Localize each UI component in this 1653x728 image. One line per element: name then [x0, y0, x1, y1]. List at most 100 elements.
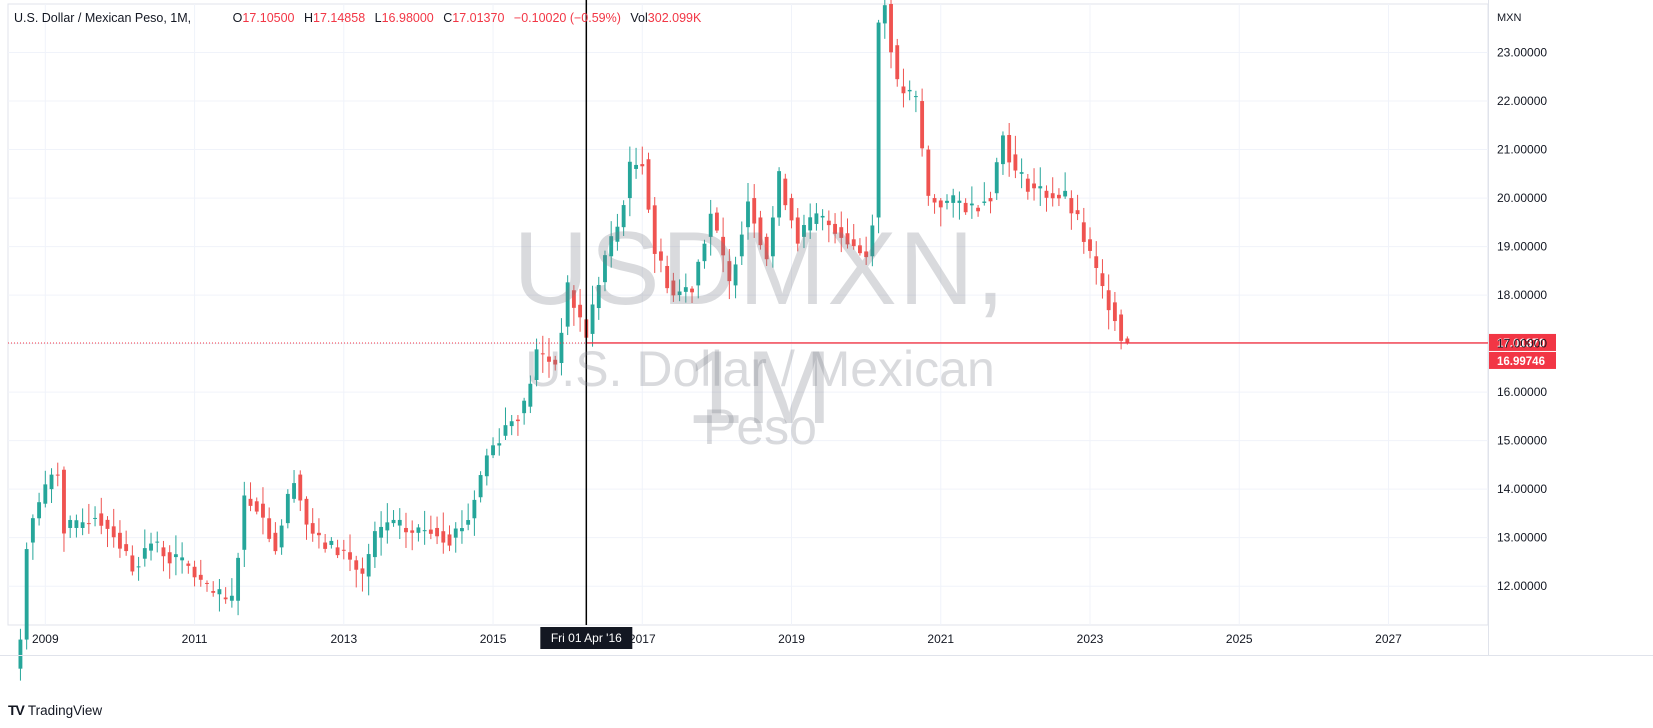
candle-body [285, 493, 290, 524]
candle-body [515, 419, 520, 422]
candle-body [702, 243, 707, 262]
tradingview-logo-icon: TV [8, 702, 25, 718]
candle-body [659, 251, 663, 261]
candle-body [466, 520, 471, 525]
candle-body [229, 595, 234, 601]
candle-body [360, 568, 365, 574]
candle-body [385, 522, 390, 531]
ohlc-legend: U.S. Dollar / Mexican Peso, 1M, O17.1050… [14, 11, 707, 25]
secondary-label: 16.99746 [1497, 356, 1545, 368]
candle-body [397, 519, 402, 526]
candle-body [665, 265, 670, 289]
candle-body [18, 639, 23, 669]
candle-body [1069, 198, 1074, 214]
candle-body [118, 532, 122, 549]
candle-body [808, 217, 813, 231]
candle-body [86, 523, 91, 525]
candle-body [366, 554, 371, 577]
x-tick-label: 2015 [480, 632, 507, 646]
candle-body [752, 198, 757, 224]
candle-body [982, 201, 987, 203]
candle-body [795, 217, 800, 244]
candle-body [99, 513, 104, 526]
candle-body [565, 282, 570, 327]
candle-body [1038, 186, 1043, 189]
y-tick-label: 19.00000 [1497, 240, 1547, 254]
y-tick-label: 21.00000 [1497, 143, 1547, 157]
candle-body [1056, 194, 1061, 199]
candle-body [30, 518, 35, 543]
x-tick-label: 2017 [629, 632, 656, 646]
candle-body [534, 349, 539, 380]
candle-body [696, 261, 701, 286]
candle-body [62, 469, 66, 534]
candle-body [1025, 178, 1030, 192]
candle-body [932, 198, 937, 203]
candle-body [758, 217, 763, 246]
candle-body [938, 200, 943, 208]
candle-body [882, 5, 887, 24]
candle-body [348, 552, 352, 560]
y-tick-label: 13.00000 [1497, 531, 1547, 545]
candle-body [316, 532, 321, 536]
candle-body [441, 531, 446, 543]
y-tick-label: 20.00000 [1497, 191, 1547, 205]
price-label: 17.01370 [1497, 338, 1545, 350]
candle-body [329, 540, 334, 545]
chart-grid [7, 3, 1489, 626]
candle-body [864, 251, 869, 258]
candle-body [416, 527, 421, 533]
legend-open-label: O [232, 11, 243, 25]
legend-symbol[interactable]: U.S. Dollar / Mexican Peso, 1M, [14, 11, 192, 25]
candle-body [422, 530, 427, 532]
candle-body [124, 544, 129, 552]
candle-body [298, 474, 303, 501]
candle-body [640, 164, 645, 167]
candle-body [379, 526, 384, 538]
candle-body [845, 233, 850, 245]
candle-body [410, 530, 415, 533]
x-tick-label: 2011 [182, 632, 208, 646]
candle-body [988, 198, 993, 202]
candle-body [497, 443, 502, 446]
tradingview-brand[interactable]: TV TradingView [8, 702, 102, 718]
candle-body [764, 236, 769, 260]
candle-body [192, 566, 197, 578]
candle-body [578, 304, 583, 318]
candle-body [509, 421, 514, 427]
candle-body [142, 548, 147, 559]
candle-body [242, 495, 247, 550]
candle-body [1075, 210, 1080, 215]
candle-body [889, 4, 893, 53]
candle-body [901, 86, 906, 94]
candle-body [180, 557, 185, 561]
y-tick-label: 23.00000 [1497, 46, 1547, 60]
candle-body [1106, 290, 1111, 311]
candle-body [683, 287, 688, 292]
candle-body [391, 519, 396, 524]
y-tick-label: 22.00000 [1497, 94, 1547, 108]
candle-body [292, 483, 296, 499]
candle-body [472, 499, 477, 519]
candle-body [37, 502, 42, 519]
candle-body [130, 555, 135, 572]
candle-body [671, 280, 676, 296]
candle-body [1081, 222, 1086, 242]
candle-body [484, 455, 489, 477]
candle-body [615, 226, 620, 242]
x-tick-label: 2023 [1077, 632, 1104, 646]
candle-body [876, 22, 881, 218]
candle-body [770, 217, 775, 257]
candle-body [1013, 154, 1018, 171]
candle-body [621, 205, 626, 228]
candle-body [198, 574, 203, 580]
candle-body [217, 589, 222, 595]
candle-body [522, 400, 527, 414]
candle-body [913, 96, 918, 98]
currency-label[interactable]: MXN [1497, 12, 1522, 24]
candle-body [74, 520, 79, 528]
candle-body [161, 547, 166, 557]
candle-body [969, 203, 974, 206]
candle-body [571, 290, 576, 308]
